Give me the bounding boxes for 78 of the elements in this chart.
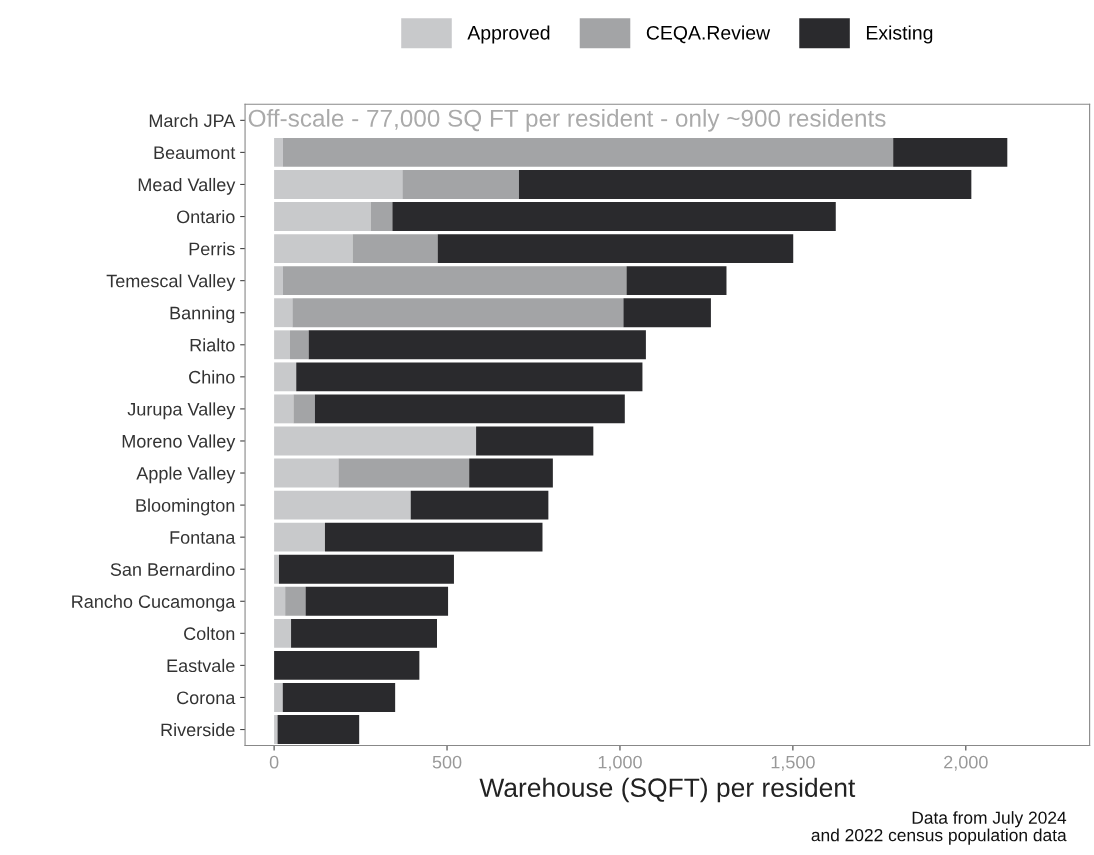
- bar: [278, 554, 454, 584]
- y-tick-label: March JPA: [149, 113, 236, 128]
- bar: [402, 170, 519, 199]
- bar: [437, 234, 794, 264]
- bar: [314, 394, 625, 424]
- y-tick-label: Fontana: [170, 531, 236, 544]
- bar: [274, 330, 291, 360]
- y-tick-label: Jurupa Valley: [127, 402, 236, 420]
- y-tick-label: Bloomington: [136, 498, 235, 516]
- y-tick-label: Mead Valley: [138, 177, 236, 195]
- y-tick-label: Temescal Valley: [106, 274, 236, 291]
- x-tick-label: 500: [432, 755, 462, 769]
- bar: [370, 202, 393, 231]
- y-tick-label: Corona: [177, 691, 236, 705]
- text: Data from July 2024 and 2022 census population data: [811, 811, 1067, 845]
- bar: [623, 298, 711, 328]
- y-tick-label: Eastvale: [167, 658, 235, 673]
- bar: [274, 650, 420, 680]
- bar: [392, 202, 836, 231]
- bar: [293, 394, 315, 424]
- y-tick-label: Riverside: [161, 722, 235, 737]
- bar: [274, 554, 279, 584]
- bar: [274, 298, 293, 328]
- bar: [274, 522, 325, 552]
- x-tick-label: 2,000: [944, 755, 988, 771]
- bar: [274, 490, 411, 520]
- bar: [274, 586, 286, 616]
- bar: [469, 458, 553, 488]
- bar: [296, 362, 643, 392]
- bar: [338, 458, 470, 488]
- bar: [476, 426, 594, 456]
- y-tick-label: Perris: [189, 242, 235, 256]
- bar: [282, 266, 627, 296]
- bar: [274, 683, 283, 712]
- bar: [282, 683, 396, 712]
- bar: [518, 170, 972, 199]
- bar: [290, 330, 309, 360]
- bar: [274, 362, 297, 392]
- legend-label: Approved: [467, 25, 550, 44]
- annotation: Off-scale - 77,000 SQ FT per resident - only ~900 residents: [248, 109, 886, 132]
- bar: [282, 137, 894, 167]
- bar: [308, 330, 646, 360]
- bar: [626, 266, 727, 296]
- bar: [274, 715, 278, 744]
- bar: [274, 618, 292, 648]
- bar: [274, 394, 294, 424]
- y-tick-label: Banning: [170, 306, 235, 324]
- bar: [352, 234, 438, 264]
- x-tick-label: 1,000: [598, 755, 642, 771]
- bar: [277, 715, 360, 744]
- x-tick-label: 0: [269, 755, 279, 769]
- y-tick-label: Beaumont: [154, 146, 236, 160]
- y-tick-label: Rancho Cucamonga: [72, 594, 236, 612]
- legend-label: Existing: [866, 25, 933, 44]
- x-axis-title: Warehouse (SQFT) per resident: [479, 777, 856, 803]
- bar: [292, 298, 624, 328]
- y-tick-label: Rialto: [190, 338, 235, 352]
- bar: [285, 586, 306, 616]
- bar: [274, 234, 353, 264]
- y-tick-label: Apple Valley: [136, 466, 236, 484]
- bar: [274, 426, 477, 456]
- bar: [274, 202, 371, 231]
- legend-label: CEQA.Review: [646, 25, 771, 44]
- y-tick-label: Moreno Valley: [122, 434, 236, 452]
- y-tick-label: San Bernardino: [110, 562, 235, 576]
- y-tick-label: Colton: [184, 626, 235, 641]
- x-tick-label: 1,500: [771, 755, 815, 771]
- bar: [410, 490, 549, 520]
- bar: [893, 137, 1008, 167]
- bar: [305, 586, 449, 616]
- bar: [274, 458, 339, 488]
- bar: [291, 618, 437, 648]
- y-tick-label: Chino: [189, 370, 235, 384]
- y-tick-label: Ontario: [176, 209, 235, 224]
- bar: [274, 266, 283, 296]
- bar: [324, 522, 543, 552]
- bar: [274, 137, 283, 167]
- bar: [274, 170, 403, 199]
